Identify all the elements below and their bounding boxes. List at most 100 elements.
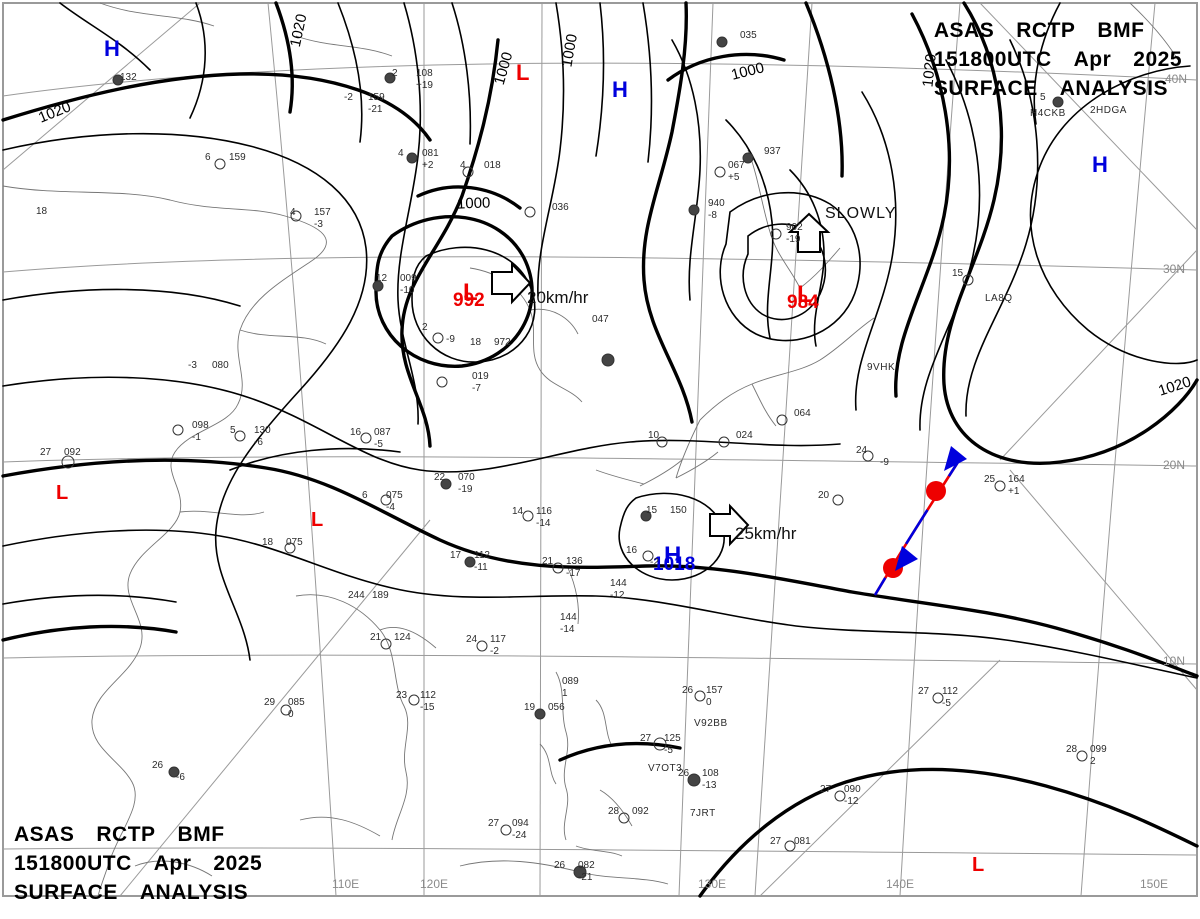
station-dewpoint: -17 xyxy=(566,568,581,579)
motion-arrow-group xyxy=(491,212,831,547)
station-circle-group xyxy=(61,36,1088,879)
station-pressure: 075 xyxy=(386,490,403,501)
ship-callsign-V7OT3: V7OT3 xyxy=(648,763,683,774)
cold-front-pip xyxy=(944,446,967,471)
station-dewpoint: +1 xyxy=(1008,486,1020,497)
station-temperature: 28 xyxy=(608,806,620,817)
station-pressure: 035 xyxy=(740,30,757,41)
station-temperature: 27 xyxy=(918,686,930,697)
lon-tick-130E: 130E xyxy=(698,877,727,891)
station-pressure: 081 xyxy=(422,148,439,159)
station-pressure: 070 xyxy=(458,472,475,483)
station-temperature: -2 xyxy=(344,92,353,103)
station-dewpoint: -1 xyxy=(192,432,201,443)
station-pressure: 112 xyxy=(942,686,958,697)
station-pressure: 189 xyxy=(372,590,389,601)
ship-callsign-LA8Q: LA8Q xyxy=(985,293,1013,304)
station-pressure: 018 xyxy=(484,160,501,171)
station-pressure: 937 xyxy=(764,146,781,157)
pressure-symbol-l-6: L xyxy=(56,482,69,504)
lon-tick-110E: 110E xyxy=(332,877,360,891)
motion-arrow-east-high xyxy=(709,503,750,547)
pressure-symbol-h-2: H xyxy=(612,77,628,102)
station-temperature: 26 xyxy=(678,768,690,779)
lat-tick-40N: 40N xyxy=(1165,72,1188,86)
station-dewpoint: -14 xyxy=(560,624,575,635)
station-temperature: 5 xyxy=(1040,92,1046,103)
isobar-bold-group xyxy=(1,1,1199,898)
map-border xyxy=(2,2,1198,897)
lon-tick-150E: 150E xyxy=(1140,877,1169,891)
station-temperature: 27 xyxy=(40,447,52,458)
lon-tick-120E: 120E xyxy=(420,877,449,891)
station-temperature: -3 xyxy=(188,360,197,371)
station-pressure: 047 xyxy=(592,314,609,325)
station-pressure: 108 xyxy=(416,68,433,79)
station-dewpoint: 0 xyxy=(706,697,712,708)
footer-line3-a: SURFACE xyxy=(14,881,118,904)
header-line2-c: 2025 xyxy=(1133,48,1182,71)
station-temperature: 14 xyxy=(512,506,524,517)
ship-callsign-2HDGA: 2HDGA xyxy=(1090,105,1127,116)
header-line2-a: 151800UTC xyxy=(933,48,1052,71)
station-pressure: 144 xyxy=(560,612,577,623)
station-temperature: 16 xyxy=(350,427,362,438)
station-temperature: 25 xyxy=(984,474,996,485)
station-temperature: 18 xyxy=(36,206,48,217)
ship-callsign-7JRT: 7JRT xyxy=(690,808,716,819)
footer-line1-a: ASAS xyxy=(14,823,75,846)
station-dewpoint: 1 xyxy=(562,688,568,699)
station-temperature: 2 xyxy=(392,68,398,79)
station-dewpoint: -4 xyxy=(386,502,395,513)
lon-tick-140E: 140E xyxy=(886,877,915,891)
ship-callsign-V92BB: V92BB xyxy=(694,718,728,729)
station-pressure: 098 xyxy=(192,420,209,431)
station-pressure: 159 xyxy=(229,152,246,163)
station-pressure: 157 xyxy=(314,207,331,218)
station-temperature: 15 xyxy=(952,268,964,279)
motion-label-2: SLOWLY xyxy=(825,205,897,222)
isobar-label-6: 1020 xyxy=(919,53,940,88)
station-temperature: 4 xyxy=(460,160,466,171)
station-dewpoint: -3 xyxy=(314,219,323,230)
station-temperature: 15 xyxy=(646,505,658,516)
isobar-thin-group xyxy=(2,2,1198,679)
station-pressure: 085 xyxy=(288,697,305,708)
header-line3-a: SURFACE xyxy=(933,77,1038,100)
station-dewpoint: -8 xyxy=(708,210,717,221)
motion-label-0: 20km/hr xyxy=(527,288,589,307)
station-temperature: 26 xyxy=(152,760,164,771)
station-pressure: 112 xyxy=(420,690,436,701)
station-dewpoint: -12 xyxy=(610,590,625,601)
station-pressure: 090 xyxy=(844,784,861,795)
station-dewpoint: -7 xyxy=(472,383,481,394)
station-dewpoint: -11 xyxy=(474,562,488,573)
station-temperature: 19 xyxy=(524,702,536,713)
header-line1-c: BMF xyxy=(1097,19,1145,42)
station-dewpoint: -15 xyxy=(420,702,435,713)
station-pressure: 094 xyxy=(512,818,529,829)
station-pressure: 092 xyxy=(632,806,649,817)
pressure-value-h-8: 1018 xyxy=(653,554,696,575)
station-temperature: 24 xyxy=(856,445,868,456)
station-temperature: 23 xyxy=(396,690,408,701)
station-temperature: 29 xyxy=(264,697,276,708)
station-dewpoint: -24 xyxy=(512,830,527,841)
station-dewpoint: -6 xyxy=(254,437,263,448)
station-pressure: 056 xyxy=(548,702,565,713)
station-dewpoint: -9 xyxy=(880,457,889,468)
station-temperature: 18 xyxy=(470,337,482,348)
station-dewpoint: -12 xyxy=(844,796,859,807)
station-pressure: 112 xyxy=(474,550,490,561)
station-pressure: 067 xyxy=(728,160,745,171)
station-dewpoint: -5 xyxy=(942,698,951,709)
station-pressure: 082 xyxy=(578,860,595,871)
header-line2-b: Apr xyxy=(1073,48,1112,71)
station-temperature: 2 xyxy=(422,322,428,333)
station-temperature: 27 xyxy=(640,733,652,744)
station-pressure: 130 xyxy=(254,425,271,436)
station-pressure: 150 xyxy=(670,505,687,516)
pressure-symbol-l-1: L xyxy=(516,60,530,85)
station-pressure: 157 xyxy=(706,685,723,696)
station-dewpoint: -21 xyxy=(368,104,383,115)
